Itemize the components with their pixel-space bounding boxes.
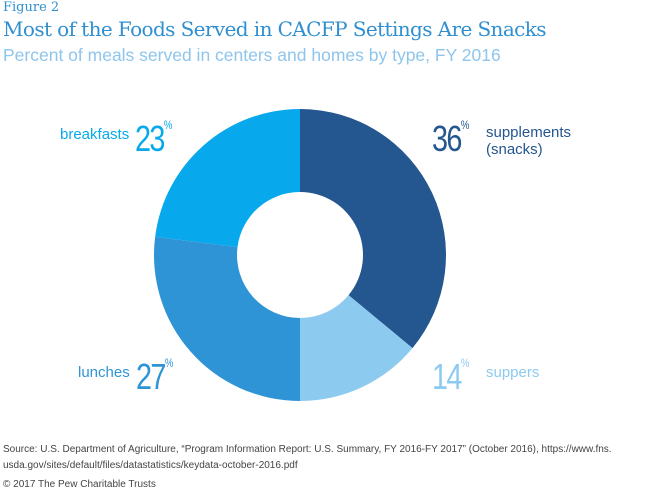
value-lunches: 27 <box>135 356 166 397</box>
slice-supplements <box>300 109 446 349</box>
name-breakfasts: breakfasts <box>60 126 130 143</box>
slice-breakfasts <box>155 109 300 248</box>
chart-subtitle: Percent of meals served in centers and h… <box>3 45 501 65</box>
source-line-1: Source: U.S. Department of Agriculture, … <box>3 444 612 455</box>
label-supplements: 36% supplements (snacks) <box>432 118 571 160</box>
slice-lunches <box>153 236 300 401</box>
label-breakfasts: breakfasts 23% <box>60 118 182 160</box>
name-snacks: (snacks) <box>486 141 543 158</box>
chart-title: Most of the Foods Served in CACFP Settin… <box>3 17 547 41</box>
pct-sign: % <box>460 118 470 132</box>
name-lunches: lunches <box>78 364 130 381</box>
figure-label: Figure 2 <box>3 0 60 15</box>
label-lunches: lunches 27% <box>78 356 182 398</box>
pct-sign: % <box>164 356 174 370</box>
value-breakfasts: 23 <box>135 118 165 159</box>
label-suppers: 14% suppers <box>432 356 539 398</box>
slice-suppers <box>300 295 413 401</box>
copyright: © 2017 The Pew Charitable Trusts <box>3 479 156 490</box>
name-supplements: supplements <box>486 124 572 141</box>
pct-sign: % <box>164 118 173 132</box>
pct-sign: % <box>460 356 470 370</box>
value-supplements: 36 <box>432 118 462 159</box>
source-line-2: usda.gov/sites/default/files/datastatist… <box>3 460 298 471</box>
name-suppers: suppers <box>486 364 540 381</box>
value-suppers: 14 <box>432 356 462 397</box>
